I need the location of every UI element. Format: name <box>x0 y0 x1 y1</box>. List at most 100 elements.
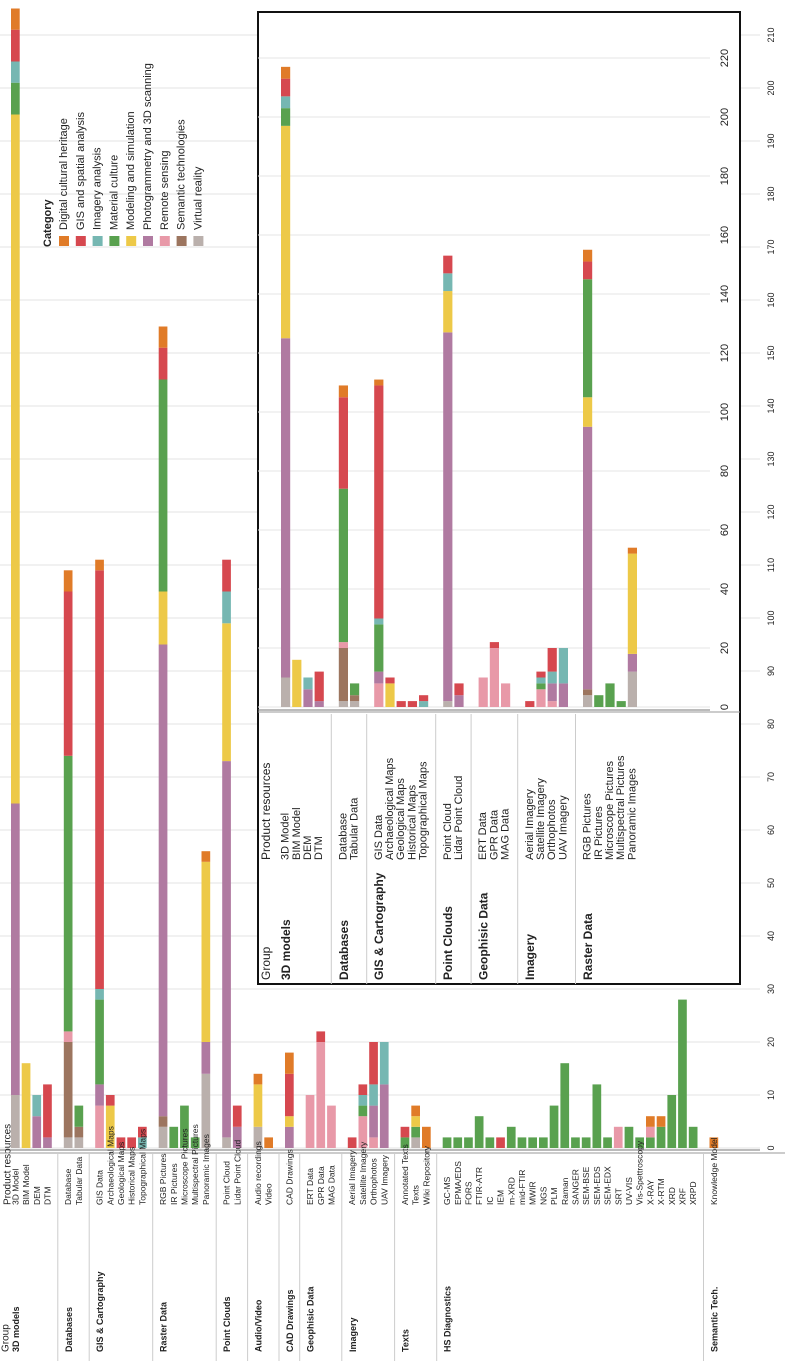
main-tick-label: 40 <box>766 931 776 941</box>
inset-product-label: IR Pictures <box>593 806 605 860</box>
inset-product-label: Database <box>337 813 349 860</box>
inset-bar-3d-model-virtual-reality <box>281 677 291 707</box>
inset-bar-ert-data-remote-sensing <box>478 677 488 707</box>
bar-panoramic-images-modeling-and-simulation <box>201 861 211 1042</box>
inset-bar-point-cloud-virtual-reality <box>443 701 453 707</box>
inset-bar-rgb-pictures-photogrammetry-and-3d-scanning <box>583 426 593 690</box>
bar-database-material-culture <box>63 755 73 1032</box>
inset-product-label: GPR Data <box>488 809 500 860</box>
bar-3d-model-virtual-reality <box>11 1095 20 1148</box>
bar-bim-model-modeling-and-simulation <box>21 1063 31 1148</box>
bar-3d-model-imagery-analysis <box>11 61 20 83</box>
inset-bar-3d-model-modeling-and-simulation <box>281 125 291 339</box>
bar-database-semantic-technologies <box>63 1042 73 1138</box>
main-tick-label: 50 <box>766 878 776 888</box>
inset-bar-satellite-imagery-gis-and-spatial-analysis <box>536 671 546 678</box>
bar-audio-recordings-modeling-and-simulation <box>253 1084 263 1127</box>
inset-product-label: Satellite Imagery <box>535 778 547 860</box>
inset-product-label: MAG Data <box>500 808 512 860</box>
bar-sem-bse-material-culture <box>581 1137 591 1148</box>
inset-tick-label: 120 <box>719 344 731 362</box>
legend-label-digital-cultural-heritage: Digital cultural heritage <box>58 118 70 230</box>
inset-product-label: BIM Model <box>291 807 303 860</box>
inset-bar-3d-model-imagery-analysis <box>281 96 291 109</box>
product-label: CAD Drawings <box>284 1149 294 1205</box>
product-label: FORS <box>463 1181 473 1205</box>
bar-archaeological-maps-gis-and-spatial-analysis <box>105 1095 115 1106</box>
bar-x-rtm-digital-cultural-heritage <box>656 1116 666 1127</box>
legend-swatch-imagery-analysis <box>92 236 103 246</box>
bar-multispectral-pictures-material-culture <box>190 1137 200 1148</box>
group-label: HS Diagnostics <box>443 1286 453 1352</box>
bar-gc-ms-material-culture <box>442 1137 452 1148</box>
inset-product-label: Historical Maps <box>406 784 418 860</box>
inset-bar-rgb-pictures-modeling-and-simulation <box>583 397 593 427</box>
inset-bar-database-remote-sensing <box>338 642 348 648</box>
bar-xrd-material-culture <box>667 1095 677 1148</box>
product-label: GC-MS <box>442 1176 452 1205</box>
inset-group-label: Point Clouds <box>441 906 455 980</box>
legend-label-virtual-reality: Virtual reality <box>192 166 204 230</box>
inset-bar-panoramic-images-photogrammetry-and-3d-scanning <box>627 653 637 672</box>
inset-panel <box>257 11 741 985</box>
product-label: IR Pictures <box>169 1163 179 1205</box>
inset-group-label: GIS & Cartography <box>372 872 386 980</box>
bar-rgb-pictures-modeling-and-simulation <box>158 591 168 645</box>
main-tick-label: 140 <box>766 398 776 413</box>
inset-product-label: 3D Model <box>280 813 292 860</box>
bar-satellite-imagery-material-culture <box>358 1105 368 1117</box>
inset-tick-label: 20 <box>719 642 731 654</box>
bar-m-xrd-material-culture <box>506 1126 516 1148</box>
bar-gpr-data-remote-sensing <box>316 1042 326 1148</box>
legend-label-gis-and-spatial-analysis: GIS and spatial analysis <box>75 111 87 230</box>
product-label: SEM-BSE <box>581 1166 591 1205</box>
inset-bar-3d-model-gis-and-spatial-analysis <box>281 78 291 97</box>
main-tick-label: 150 <box>766 345 776 360</box>
bar-gis-data-remote-sensing <box>95 1105 104 1148</box>
bar-point-cloud-imagery-analysis <box>222 591 231 624</box>
main-tick-label: 0 <box>766 1145 776 1150</box>
inset-bar-gis-data-photogrammetry-and-3d-scanning <box>374 671 384 684</box>
bar-x-ray-remote-sensing <box>646 1126 655 1138</box>
main-tick-label: 10 <box>766 1090 776 1100</box>
group-label: 3D models <box>11 1306 21 1352</box>
inset-group-label: Imagery <box>523 934 537 980</box>
bar-rgb-pictures-semantic-technologies <box>158 1116 168 1127</box>
main-tick-label: 210 <box>766 27 776 42</box>
bar-xrpd-material-culture <box>688 1126 698 1148</box>
bar-dtm-gis-and-spatial-analysis <box>43 1084 52 1138</box>
bar-point-cloud-virtual-reality <box>222 1137 231 1148</box>
inset-product-label: Multispectral Pictures <box>615 755 627 860</box>
inset-tick-label: 60 <box>719 524 731 536</box>
inset-bar-gpr-data-remote-sensing <box>489 648 499 707</box>
product-label: Wiki Repository <box>421 1145 431 1205</box>
bar-rgb-pictures-virtual-reality <box>158 1126 168 1148</box>
inset-bar-rgb-pictures-virtual-reality <box>583 695 593 707</box>
inset-bar-microscope-pictures-material-culture <box>605 683 615 707</box>
bar-audio-recordings-digital-cultural-heritage <box>253 1073 263 1085</box>
bar-orthophotos-imagery-analysis <box>369 1084 378 1106</box>
legend-label-photogrammetry-and-3d-scanning: Photogrammetry and 3D scanning <box>142 63 154 230</box>
legend-swatch-semantic-technologies <box>176 236 187 246</box>
bar-orthophotos-gis-and-spatial-analysis <box>369 1042 378 1085</box>
bar-topographical-maps-imagery-analysis <box>138 1137 147 1148</box>
bar-texts-material-culture <box>411 1126 420 1138</box>
product-label: Database <box>63 1168 73 1205</box>
inset-group-label: Raster Data <box>581 913 595 980</box>
bar-database-virtual-reality <box>63 1137 73 1148</box>
bar-raman-material-culture <box>560 1063 570 1148</box>
legend-swatch-gis-and-spatial-analysis <box>75 236 86 246</box>
inset-bar-archaeological-maps-modeling-and-simulation <box>385 683 395 707</box>
inset-bar-satellite-imagery-material-culture <box>536 683 546 690</box>
product-label: Multispectral Pictures <box>190 1124 200 1205</box>
inset-product-label: Panoramic Images <box>626 768 638 860</box>
main-header-product: Product resources <box>3 1124 14 1205</box>
inset-bar-rgb-pictures-material-culture <box>583 279 593 398</box>
product-label: SEM-EDX <box>603 1166 613 1205</box>
main-tick-label: 100 <box>766 610 776 625</box>
inset-bar-satellite-imagery-remote-sensing <box>536 689 546 707</box>
product-label: SRT <box>613 1188 623 1205</box>
product-label: Topographical Maps <box>137 1129 147 1205</box>
inset-bar-database-semantic-technologies <box>338 648 348 702</box>
inset-tick-label: 180 <box>719 167 731 185</box>
